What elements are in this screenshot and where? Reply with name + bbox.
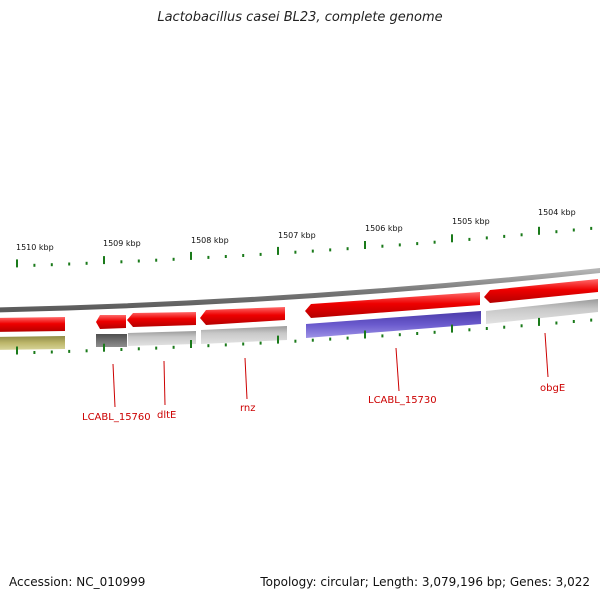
secondary-feature-track [0, 299, 598, 350]
kbp-label-1506: 1506 kbp [365, 224, 403, 233]
dark-feature [96, 334, 127, 347]
gene-label-obge: obgE [540, 383, 565, 394]
gray-feature-2 [201, 326, 287, 344]
gene-label-dlte: dltE [157, 410, 176, 421]
inner-tick-ring [16, 317, 593, 355]
connector-obge [544, 332, 549, 378]
kbp-label-1509: 1509 kbp [103, 239, 141, 248]
gene-labels: LCABL_15760 dltE rnz LCABL_15730 obgE [82, 383, 565, 423]
outer-tick-ring [16, 226, 593, 268]
cds-feature-3 [127, 312, 196, 327]
cds-feature-1 [0, 317, 65, 332]
cds-feature-2 [96, 315, 126, 329]
gene-label-lcabl-15730: LCABL_15730 [368, 395, 437, 406]
blue-feature [306, 311, 481, 338]
olive-feature [0, 336, 65, 350]
kbp-label-1510: 1510 kbp [16, 243, 54, 252]
kbp-label-group: 1510 kbp 1509 kbp 1508 kbp 1507 kbp 1506… [16, 208, 576, 252]
gray-feature-1 [128, 331, 196, 346]
cds-feature-track [0, 279, 598, 332]
accession-text: Accession: NC_010999 [9, 575, 146, 589]
gene-label-connectors [112, 332, 549, 408]
kbp-label-1508: 1508 kbp [191, 236, 229, 245]
connector-lcabl-15760 [112, 363, 116, 408]
connector-dlte [163, 360, 166, 406]
gene-label-rnz: rnz [240, 403, 256, 414]
kbp-label-1505: 1505 kbp [452, 217, 490, 226]
cds-feature-5 [305, 292, 480, 318]
kbp-label-1507: 1507 kbp [278, 231, 316, 240]
genome-backbone [0, 268, 600, 313]
gene-label-lcabl-15760: LCABL_15760 [82, 412, 151, 423]
gray-feature-3 [486, 299, 598, 324]
connector-rnz [244, 357, 248, 400]
topology-text: Topology: circular; Length: 3,079,196 bp… [260, 575, 590, 589]
kbp-label-1504: 1504 kbp [538, 208, 576, 217]
map-title: Lactobacillus casei BL23, complete genom… [157, 10, 443, 25]
connector-lcabl-15730 [395, 347, 400, 392]
cds-feature-4 [200, 307, 285, 325]
cds-feature-6 [484, 279, 598, 303]
